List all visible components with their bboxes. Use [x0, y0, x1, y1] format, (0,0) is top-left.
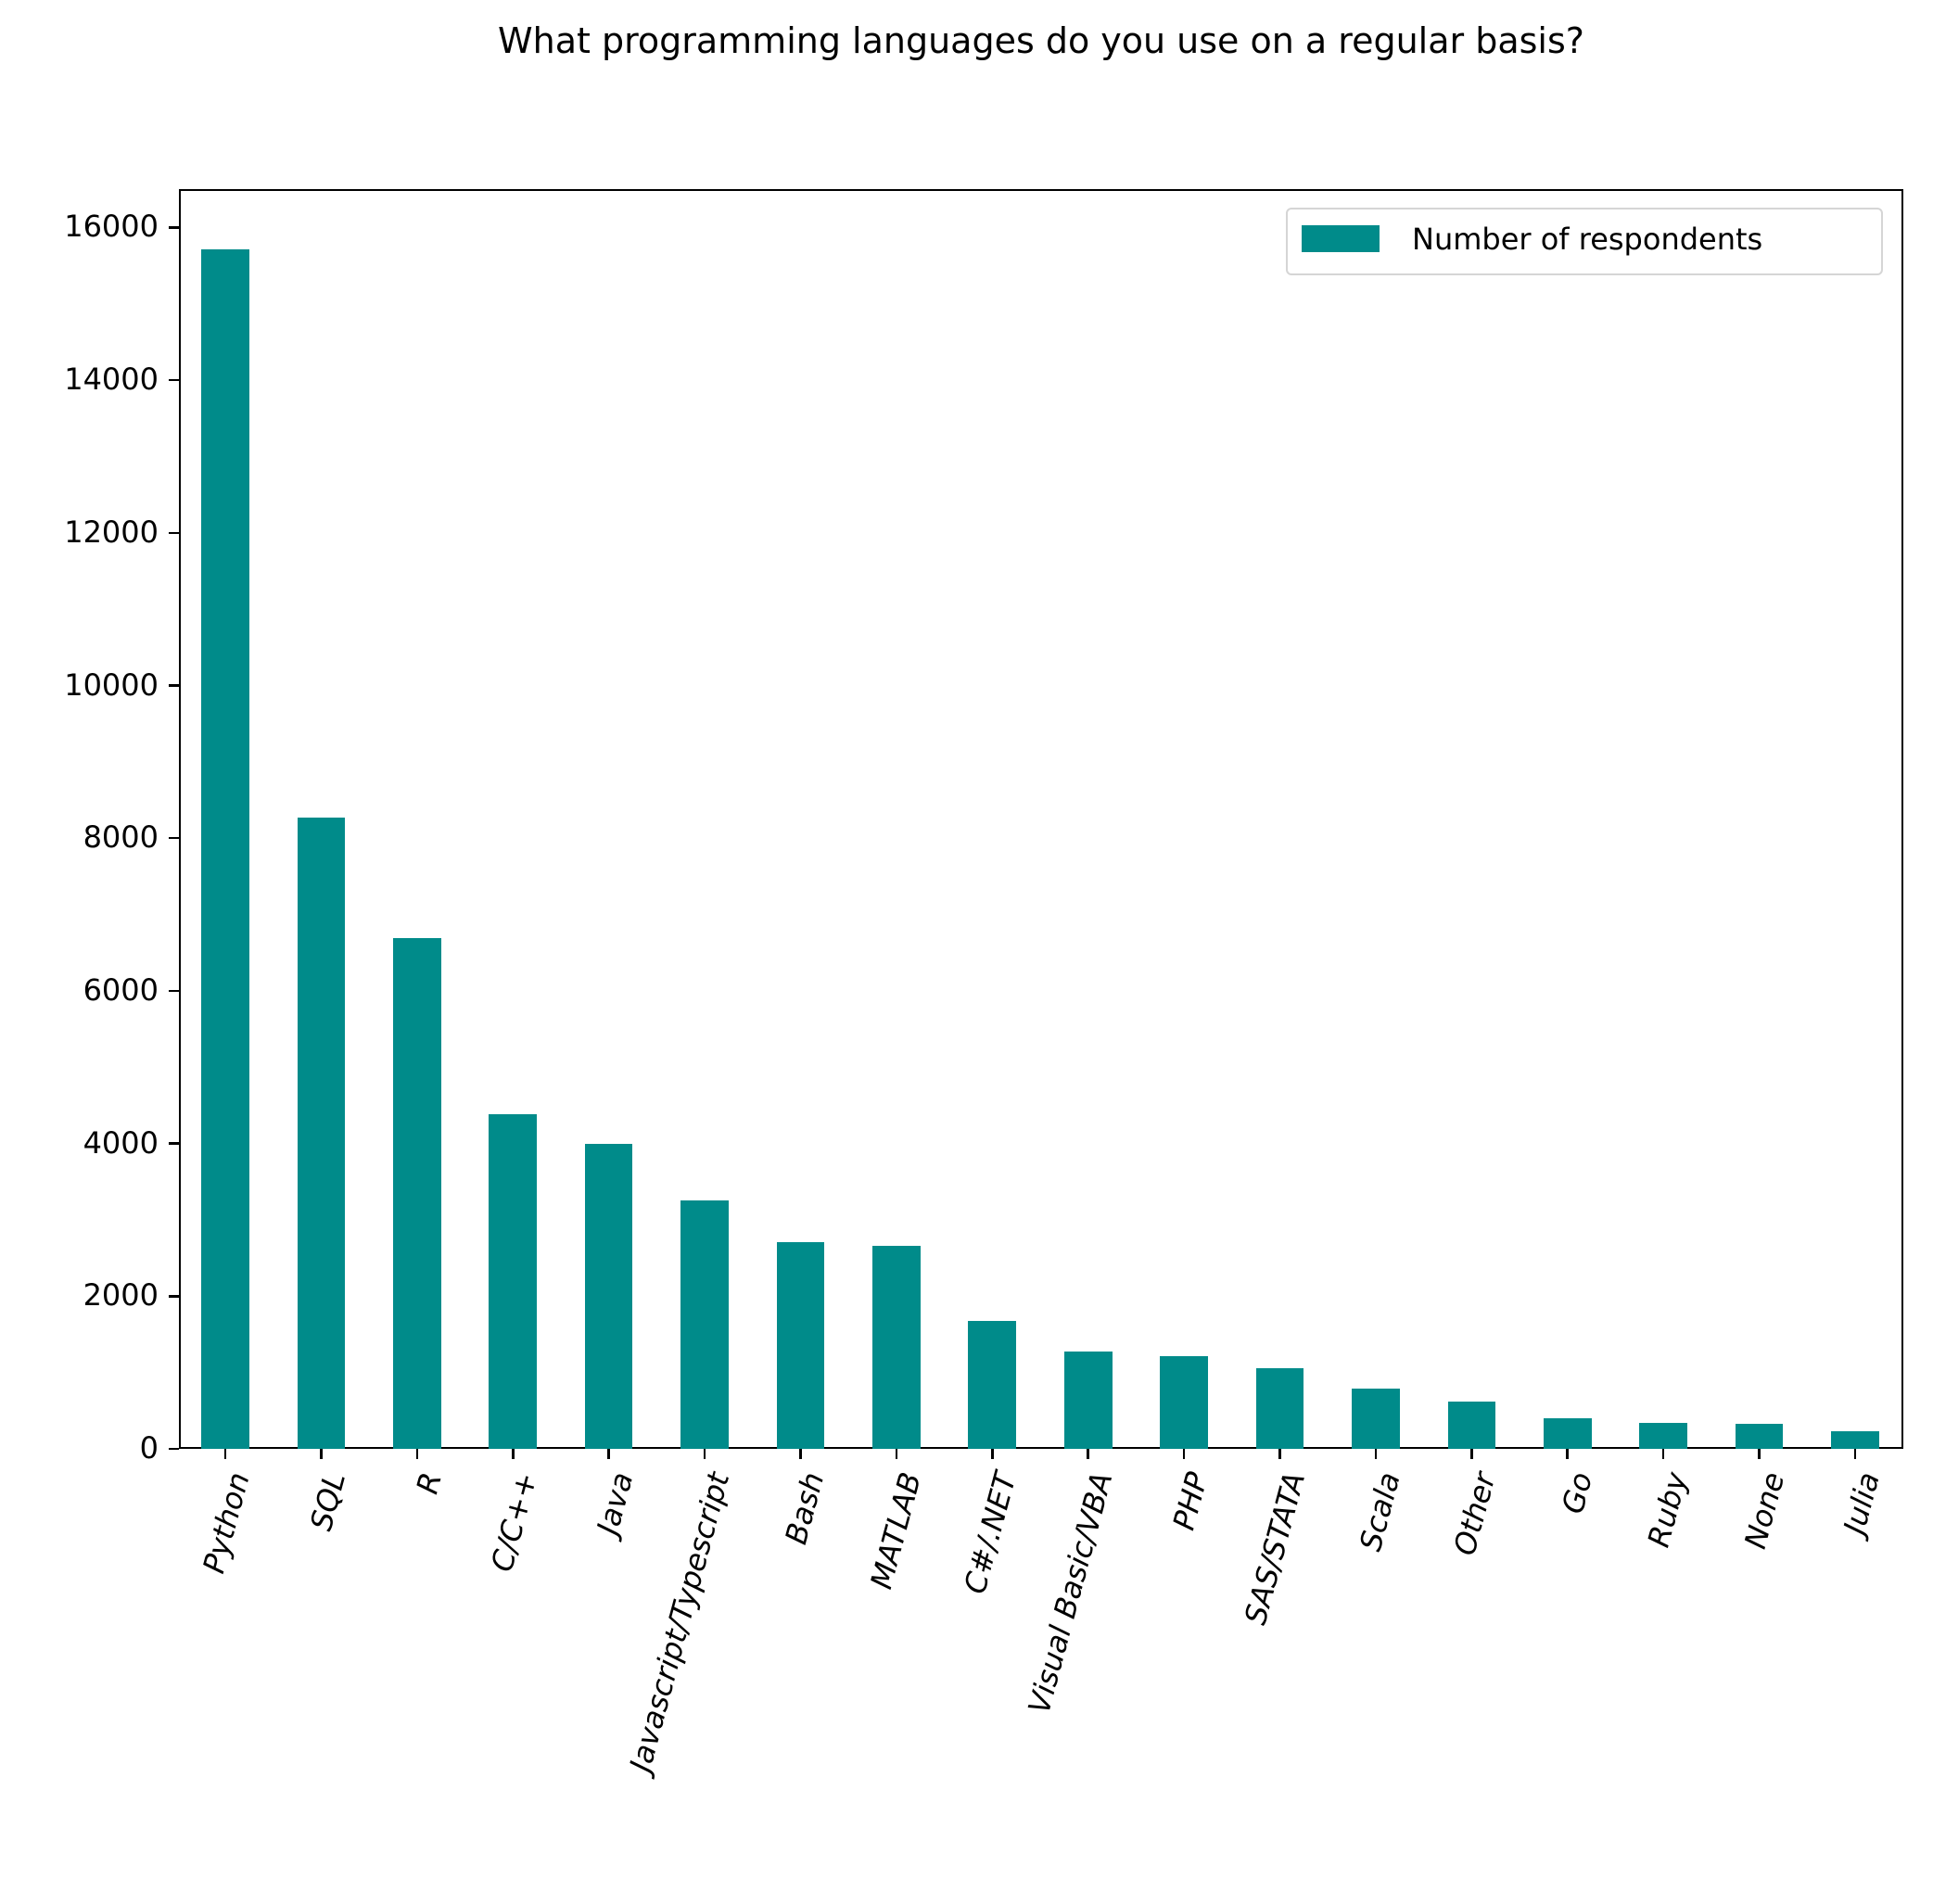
y-tick — [169, 226, 179, 229]
bar-sas-stata — [1255, 1368, 1304, 1449]
x-tick — [1470, 1449, 1473, 1459]
x-tick — [1182, 1449, 1186, 1459]
x-tick — [607, 1449, 610, 1459]
x-tick — [1278, 1449, 1281, 1459]
x-tick — [1566, 1449, 1570, 1459]
bar-go — [1543, 1417, 1592, 1449]
bar-java — [584, 1144, 633, 1449]
y-tick — [169, 1142, 179, 1145]
x-tick — [1087, 1449, 1089, 1459]
x-tick — [1374, 1449, 1378, 1459]
y-tick-label: 8000 — [83, 819, 159, 856]
y-tick-label: 0 — [139, 1430, 159, 1466]
bar-scala — [1352, 1389, 1400, 1449]
bar-javascript-typescript — [680, 1200, 729, 1449]
x-tick — [1661, 1449, 1665, 1459]
x-tick — [703, 1449, 706, 1459]
y-tick — [169, 684, 179, 687]
x-tick — [799, 1449, 802, 1459]
x-tick — [1853, 1449, 1857, 1459]
bar-julia — [1831, 1430, 1879, 1449]
plot-area — [179, 189, 1903, 1449]
y-tick-label: 4000 — [83, 1124, 159, 1161]
legend: Number of respondents — [1286, 208, 1883, 275]
bar-none — [1735, 1423, 1784, 1449]
x-tick-label: Go — [1554, 1468, 1599, 1517]
y-tick-label: 2000 — [83, 1277, 159, 1314]
x-tick — [895, 1449, 898, 1459]
x-tick — [511, 1449, 515, 1459]
bar-php — [1160, 1356, 1208, 1449]
bar-python — [201, 249, 249, 1449]
bar-ruby — [1639, 1423, 1688, 1449]
legend-swatch — [1302, 225, 1380, 252]
x-tick — [223, 1449, 227, 1459]
x-tick — [1758, 1449, 1761, 1459]
bar-matlab — [872, 1246, 921, 1449]
bar-c-net — [968, 1320, 1017, 1449]
bar-sql — [297, 817, 346, 1449]
y-tick — [169, 531, 179, 535]
y-tick — [169, 836, 179, 840]
x-tick — [415, 1449, 419, 1459]
y-tick — [169, 1447, 179, 1451]
chart-title: What programming languages do you use on… — [498, 20, 1584, 61]
y-tick — [169, 989, 179, 993]
y-tick-label: 16000 — [64, 209, 159, 245]
y-tick — [169, 1295, 179, 1298]
y-tick-label: 12000 — [64, 514, 159, 550]
y-tick — [169, 378, 179, 382]
bar-bash — [776, 1241, 825, 1449]
y-tick-label: 10000 — [64, 666, 159, 703]
legend-label: Number of respondents — [1412, 222, 1763, 257]
x-tick — [990, 1449, 994, 1459]
bar-visual-basic-vba — [1063, 1352, 1113, 1449]
y-tick-label: 14000 — [64, 362, 159, 398]
bar-c-c- — [489, 1113, 538, 1449]
y-tick-label: 6000 — [83, 971, 159, 1008]
bar-other — [1447, 1402, 1496, 1449]
x-tick — [320, 1449, 323, 1459]
bar-r — [392, 937, 441, 1449]
